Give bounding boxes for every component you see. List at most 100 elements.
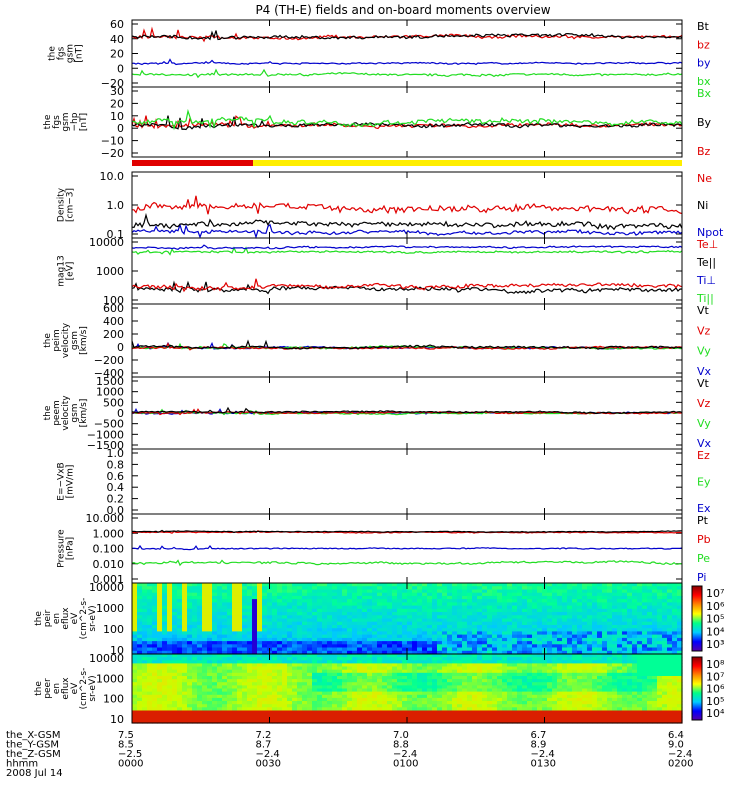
ylabel-line: fgs	[57, 46, 67, 60]
ytick-label: 0.6	[107, 470, 125, 483]
ylabel-line: mag13	[57, 255, 67, 286]
ylabel-line: E=−VxB	[57, 462, 67, 500]
ytick-label: 600	[103, 302, 124, 315]
ytick-label: 0.4	[107, 481, 125, 494]
plot-title: P4 (TH-E) fields and on-board moments ov…	[255, 3, 550, 17]
ytick-label: −20	[101, 147, 124, 160]
legend-Npot: Npot	[697, 226, 724, 239]
colorbar-label: 10⁶	[706, 600, 725, 613]
legend-by: by	[697, 57, 711, 70]
legend-bz: bz	[697, 38, 710, 51]
ylabel-peem_velocity: the peem velocity gsm [km/s]	[43, 395, 89, 431]
ytick-label: 10000	[89, 581, 124, 594]
ytick-label: 1.000	[93, 527, 125, 540]
colorbar-label: 10⁷	[706, 670, 724, 683]
ytick-label: −1500	[87, 439, 124, 452]
ytick-label: 1000	[96, 672, 124, 685]
ytick-label: 0.001	[93, 573, 125, 586]
legend-Te||: Te||	[696, 256, 716, 269]
ytick-label: 1000	[96, 386, 124, 399]
ylabel-line: the	[34, 681, 44, 696]
ylabel-line: velocity	[61, 395, 71, 431]
ytick-label: 10000	[89, 652, 124, 665]
ylabel-line: peer	[43, 678, 53, 699]
ylabel-line: −hp	[70, 112, 80, 131]
legend-Bx: Bx	[697, 87, 712, 100]
ylabel-line: sr-eV)	[88, 675, 98, 701]
legend-Vy: Vy	[697, 345, 711, 358]
ytick-label: −1000	[87, 428, 124, 441]
ylabel-line: (cm^2-s-	[79, 598, 89, 640]
ylabel-density: Density [cm−3]	[57, 187, 76, 222]
series-Ne	[132, 195, 683, 215]
ytick-label: −20	[101, 77, 124, 90]
legend-Vx: Vx	[697, 437, 712, 450]
orbit-z-value: −2.4	[531, 749, 555, 760]
ylabel-line: peem	[52, 400, 62, 426]
ytick-label: 60	[110, 18, 124, 31]
ylabel-peer_spectrogram: the peer en eflux eV (cm^2-s-sr-eV)	[34, 668, 98, 710]
orbit-y-value: 8.7	[256, 740, 272, 751]
ytick-label: 20	[110, 97, 124, 110]
colorbar	[691, 656, 703, 721]
panel-temperature: mag13 [eV] 10000 1000 100 Te⊥ Te|| Ti⊥ Ti||	[57, 236, 719, 307]
ytick-label: 10	[110, 644, 124, 657]
orbit-y-value: 9.0	[668, 740, 684, 751]
legend-Vt: Vt	[697, 377, 710, 390]
legend-Ti⊥: Ti⊥	[696, 274, 716, 287]
ylabel-fgs_gsm_hp: the fgs gsm −hp [nT]	[43, 112, 89, 131]
series-Te⊥	[131, 278, 683, 293]
ylabel-peir_spectrogram: the peir en eflux eV (cm^2-s-sr-eV)	[34, 598, 98, 640]
series-Vy	[131, 408, 683, 416]
series-Pt	[131, 529, 682, 534]
ytick-label: 400	[103, 315, 124, 328]
orbit-time-value: 0000	[118, 759, 143, 770]
orbit-z-value: −2.4	[668, 749, 692, 760]
ytick-label: 1.0	[107, 199, 125, 212]
ylabel-temperature: mag13 [eV]	[57, 255, 76, 286]
orbit-z-value: −2.5	[118, 749, 142, 760]
ytick-label: 0.010	[93, 558, 125, 571]
ylabel-peim_velocity: the peim velocity gsm [km/s]	[43, 322, 89, 358]
ylabel-line: gsm	[61, 112, 71, 131]
orbit-time-value: 0130	[531, 759, 556, 770]
spectrogram-cells	[132, 583, 683, 655]
legend-Ez: Ez	[697, 449, 710, 462]
ylabel-line: eflux	[61, 677, 71, 700]
ylabel-line: gsm	[70, 403, 80, 422]
legend-Bt: Bt	[697, 20, 710, 33]
series-Ti||	[131, 246, 683, 256]
ytick-label: 40	[110, 33, 124, 46]
panel-density: Density [cm−3] 10.0 1.0 0.1 Ne Ni Npot	[57, 170, 724, 241]
orbit-time-value: 0030	[256, 759, 281, 770]
ylabel-line: fgs	[52, 115, 62, 129]
ytick-label: 500	[103, 396, 124, 409]
orbit-y-value: 8.5	[118, 740, 134, 751]
legend-bx: bx	[697, 75, 711, 88]
series-bx	[131, 68, 683, 79]
ylabel-line: gsm	[70, 331, 80, 350]
ytick-label: 0.100	[93, 543, 125, 556]
series-Te||	[131, 280, 683, 295]
legend-Vy: Vy	[697, 417, 711, 430]
orbit-x-value: 6.4	[668, 730, 684, 741]
series-By	[131, 115, 683, 131]
series-Vz	[131, 342, 683, 351]
orbit-time-value: 0200	[668, 759, 693, 770]
orbit-row-label: the_X-GSM	[6, 730, 60, 741]
ytick-label: 100	[103, 623, 124, 636]
orbit-y-value: 8.9	[531, 740, 547, 751]
ylabel-line: [nPa]	[66, 537, 76, 560]
panel-e_vxb: E=−VxB [mV/m] 1.00.80.60.40.20.0 Ez Ey Ex	[57, 447, 711, 517]
panel-fgs_gsm: the fgs gsm [nT] 60 40 200 −20 Bt bz by bx	[48, 18, 711, 90]
mode-segment-yellow	[253, 160, 682, 166]
ylabel-line: [eV]	[66, 262, 76, 281]
ylabel-line: [km/s]	[79, 399, 89, 428]
ylabel-line: eV	[70, 682, 80, 695]
orbit-time-value: 0100	[393, 759, 418, 770]
panel-frame	[131, 19, 683, 88]
legend-Ey: Ey	[697, 476, 711, 489]
